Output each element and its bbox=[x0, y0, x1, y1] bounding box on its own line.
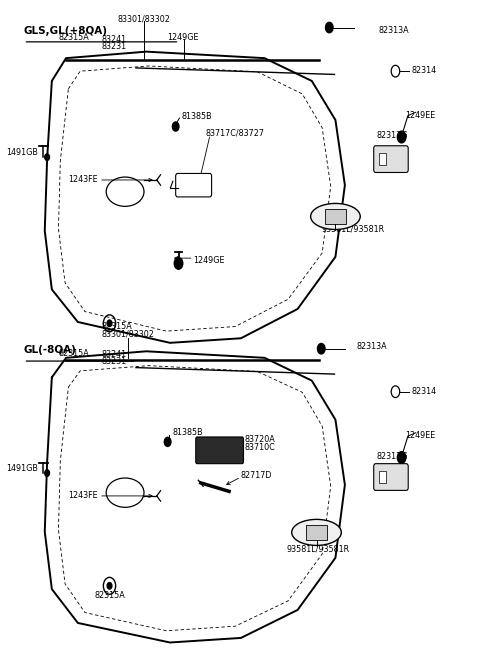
Text: 1243FE: 1243FE bbox=[69, 175, 98, 185]
Text: 1249EE: 1249EE bbox=[406, 111, 436, 120]
FancyBboxPatch shape bbox=[374, 464, 408, 490]
Text: 82313A: 82313A bbox=[379, 26, 409, 35]
Circle shape bbox=[107, 583, 112, 589]
Bar bbox=[379, 471, 386, 483]
Text: 83231: 83231 bbox=[102, 42, 127, 51]
Text: 82313A: 82313A bbox=[357, 342, 387, 351]
Bar bbox=[325, 210, 346, 223]
Bar bbox=[306, 525, 327, 539]
Text: 83301/83302: 83301/83302 bbox=[102, 330, 155, 339]
Circle shape bbox=[397, 451, 406, 463]
FancyBboxPatch shape bbox=[176, 173, 212, 197]
Text: 83720A: 83720A bbox=[245, 435, 276, 443]
Text: 1243FE: 1243FE bbox=[69, 491, 98, 501]
Text: 83241: 83241 bbox=[102, 350, 127, 359]
Ellipse shape bbox=[311, 204, 360, 229]
Circle shape bbox=[45, 470, 49, 476]
Text: 1491GB: 1491GB bbox=[7, 148, 38, 157]
Text: 83717C/83727: 83717C/83727 bbox=[205, 129, 264, 137]
Circle shape bbox=[172, 122, 179, 131]
Circle shape bbox=[317, 344, 325, 354]
Text: 1249GE: 1249GE bbox=[168, 33, 199, 42]
Text: 83231: 83231 bbox=[102, 357, 127, 366]
Text: 82314: 82314 bbox=[412, 386, 437, 396]
Text: 93581L/93581R: 93581L/93581R bbox=[322, 225, 385, 234]
Text: 82315A: 82315A bbox=[59, 33, 89, 42]
Text: 83710C: 83710C bbox=[245, 443, 276, 451]
Circle shape bbox=[174, 258, 183, 269]
Text: 82317G: 82317G bbox=[376, 131, 408, 140]
Text: GLS,GL(+8QA): GLS,GL(+8QA) bbox=[24, 26, 108, 35]
Text: 1249EE: 1249EE bbox=[406, 432, 436, 440]
Text: 82317G: 82317G bbox=[376, 451, 408, 461]
Text: 82314: 82314 bbox=[412, 66, 437, 75]
Ellipse shape bbox=[292, 520, 341, 545]
Circle shape bbox=[397, 131, 406, 143]
FancyBboxPatch shape bbox=[196, 437, 243, 464]
Circle shape bbox=[164, 438, 171, 446]
Text: 83301/83302: 83301/83302 bbox=[118, 14, 170, 24]
Text: 81385B: 81385B bbox=[182, 112, 213, 121]
Bar bbox=[379, 153, 386, 165]
Text: 93581L/93581R: 93581L/93581R bbox=[287, 544, 350, 553]
Text: 82315A: 82315A bbox=[59, 349, 89, 358]
FancyBboxPatch shape bbox=[374, 146, 408, 173]
Circle shape bbox=[45, 154, 49, 160]
Text: 82315A: 82315A bbox=[101, 322, 132, 331]
Text: 1249GE: 1249GE bbox=[193, 256, 225, 265]
Text: 82717D: 82717D bbox=[241, 471, 273, 480]
Text: 81385B: 81385B bbox=[172, 428, 203, 437]
Circle shape bbox=[107, 320, 112, 327]
Text: GL(-8QA): GL(-8QA) bbox=[24, 345, 76, 355]
Text: 82315A: 82315A bbox=[94, 591, 125, 600]
Circle shape bbox=[325, 22, 333, 33]
Text: 83241: 83241 bbox=[102, 35, 127, 44]
Text: 1491GB: 1491GB bbox=[7, 464, 38, 473]
